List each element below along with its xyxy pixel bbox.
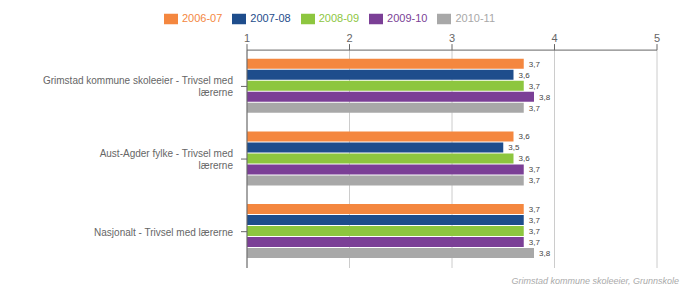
svg-text:3: 3 [449, 32, 455, 44]
svg-text:3,7: 3,7 [529, 238, 541, 247]
html-text:2010-11: 2010-11 [455, 12, 495, 24]
svg-text:3,7: 3,7 [529, 82, 541, 91]
svg-text:2: 2 [346, 32, 352, 44]
html-text:2007-08: 2007-08 [250, 12, 291, 24]
html-text:2006-07: 2006-07 [182, 12, 223, 24]
svg-text:Aust-Agder fylke - Trivsel med: Aust-Agder fylke - Trivsel medlærerne [100, 148, 234, 171]
svg-text:Nasjonalt - Trivsel med lærern: Nasjonalt - Trivsel med lærerne [94, 226, 233, 237]
svg-text:3,7: 3,7 [529, 216, 541, 225]
svg-text:3,6: 3,6 [519, 154, 531, 163]
svg-text:3,7: 3,7 [529, 205, 541, 214]
svg-text:3,7: 3,7 [529, 165, 541, 174]
svg-text:3,6: 3,6 [519, 132, 531, 141]
html-text:Grimstad kommune skoleeier, Gr: Grimstad kommune skoleeier, Grunnskole [511, 276, 679, 286]
svg-text:3,7: 3,7 [529, 227, 541, 236]
svg-text:1: 1 [244, 32, 250, 44]
svg-text:3,7: 3,7 [529, 104, 541, 113]
svg-text:3,5: 3,5 [508, 143, 520, 152]
svg-text:3,7: 3,7 [529, 60, 541, 69]
svg-text:Grimstad kommune skoleeier - T: Grimstad kommune skoleeier - Trivsel med… [43, 75, 233, 98]
svg-text:4: 4 [551, 32, 557, 44]
svg-text:3,8: 3,8 [539, 93, 551, 102]
html-text:2008-09: 2008-09 [318, 12, 360, 24]
html-text:2009-10: 2009-10 [387, 12, 428, 24]
svg-text:5: 5 [654, 32, 660, 44]
svg-text:3,7: 3,7 [529, 176, 541, 185]
svg-text:3,8: 3,8 [539, 249, 551, 258]
svg-text:3,6: 3,6 [519, 71, 531, 80]
